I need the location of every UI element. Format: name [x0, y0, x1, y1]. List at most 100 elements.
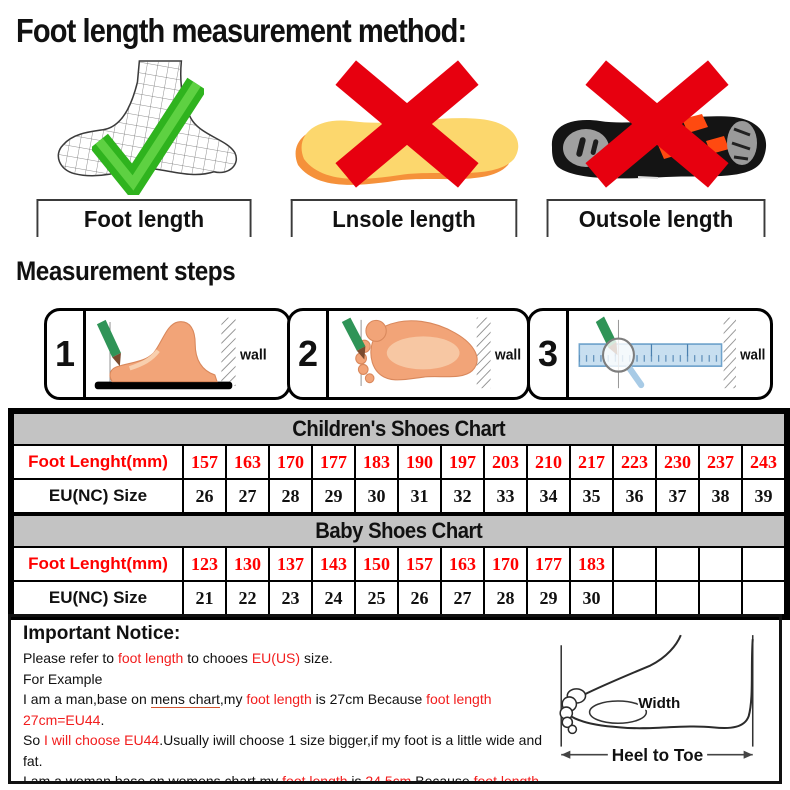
- heel-to-toe-label: Heel to Toe: [612, 745, 704, 765]
- row-header: Foot Lenght(mm): [12, 546, 184, 582]
- size-charts: Children's Shoes Chart Foot Lenght(mm) 15…: [8, 408, 790, 620]
- table-row: Foot Lenght(mm) 157 163 170 177 183 190 197 203 2…: [12, 444, 786, 480]
- size-cell: 170: [268, 444, 313, 480]
- divider: [326, 311, 329, 397]
- magnifier-icon: [601, 337, 645, 389]
- method-label: Lnsole length: [290, 199, 518, 237]
- children-shoes-chart: Children's Shoes Chart Foot Lenght(mm) 15…: [12, 412, 786, 514]
- size-cell: 230: [655, 444, 700, 480]
- notice-heading: Important Notice:: [23, 623, 181, 644]
- step3-svg: wall: [578, 316, 765, 389]
- step-number: 1: [54, 333, 76, 374]
- width-oval: [588, 700, 648, 725]
- step-number: 3: [537, 333, 559, 374]
- green-check-icon: [92, 77, 204, 195]
- notice-text-segment: For Example: [23, 670, 103, 687]
- footprint: [355, 319, 478, 384]
- size-cell: 39: [741, 478, 786, 514]
- size-cell: 237: [698, 444, 743, 480]
- wall-label: wall: [739, 346, 765, 363]
- wall-hatch: [723, 317, 736, 389]
- steps-heading: Measurement steps: [16, 256, 236, 286]
- method-panel-foot-length: Foot length: [28, 55, 260, 237]
- notice-line: So I will choose EU44.Usually iwill choo…: [23, 730, 563, 771]
- size-cell: 27: [440, 580, 485, 616]
- notice-text-segment: to chooes: [183, 650, 252, 666]
- size-cell: 203: [483, 444, 528, 480]
- wall-hatch: [476, 317, 491, 389]
- row-header: Foot Lenght(mm): [12, 444, 184, 480]
- size-cell: 183: [569, 546, 614, 582]
- foot-sketch-art: [28, 55, 260, 197]
- size-cell: 183: [354, 444, 399, 480]
- size-cell: 23: [268, 580, 313, 616]
- size-cell: 170: [483, 546, 528, 582]
- size-cell: 25: [354, 580, 399, 616]
- insole-art: [282, 55, 526, 197]
- page-title: Foot length measurement method:: [16, 12, 467, 49]
- notice-text-segment: foot length: [117, 650, 184, 666]
- notice-text-segment: .: [100, 711, 105, 728]
- size-cell: 33: [483, 478, 528, 514]
- notice-text-segment: I am a woman,base on: [23, 773, 169, 784]
- size-cell: 243: [741, 444, 786, 480]
- notice-text-segment: foot length: [282, 773, 348, 784]
- notice-text-segment: I am a man,base on: [23, 691, 151, 707]
- notice-text-segment: is: [347, 773, 366, 784]
- method-panel-insole-length: Lnsole length: [282, 55, 526, 237]
- notice-lines: Please refer to foot length to chooes EU…: [23, 648, 563, 784]
- divider: [566, 311, 569, 397]
- table-row: EU(NC) Size 26 27 28 29 30 31 32 33 34 35 36 37 38 39: [12, 478, 786, 514]
- foot-side-view: [109, 321, 218, 383]
- size-cell: 157: [397, 546, 442, 582]
- step2-illustration: wall: [329, 311, 527, 397]
- step1-svg: wall: [94, 317, 267, 390]
- method-panel-outsole-length: Outsole length: [538, 55, 774, 237]
- notice-text-segment: So: [23, 732, 45, 748]
- divider: [83, 311, 86, 397]
- size-cell: 177: [526, 546, 571, 582]
- size-cell: 190: [397, 444, 442, 480]
- notice-text-segment: foot length: [473, 773, 539, 784]
- notice-text-segment: foot length 27cm=EU44: [23, 691, 492, 728]
- notice-line: Please refer to foot length to chooes EU…: [23, 648, 563, 669]
- size-cell: [741, 580, 786, 616]
- chart-title-cell: Baby Shoes Chart: [12, 514, 786, 548]
- size-cell: 210: [526, 444, 571, 480]
- width-label: Width: [638, 695, 680, 712]
- notice-text-segment: I will choose EU44: [44, 732, 160, 748]
- size-cell: 28: [483, 580, 528, 616]
- size-cell: 163: [225, 444, 270, 480]
- notice-text-segment: mens chart: [150, 691, 220, 708]
- size-cell: 29: [526, 580, 571, 616]
- notice-text-segment: EU(US): [251, 650, 301, 666]
- size-cell: 22: [225, 580, 270, 616]
- size-cell: 24: [311, 580, 356, 616]
- step-number: 2: [297, 333, 319, 374]
- size-cell: 123: [182, 546, 227, 582]
- size-cell: 28: [268, 478, 313, 514]
- notice-text-segment: .Because: [411, 773, 474, 784]
- size-cell: 150: [354, 546, 399, 582]
- red-cross-icon: [335, 60, 479, 188]
- size-cell: [741, 546, 786, 582]
- notice-text-segment: is 27cm Because: [311, 691, 427, 707]
- notice-text-segment: .Usually iwill choose 1 size bigger,if m…: [23, 732, 543, 769]
- ruler: [578, 343, 723, 367]
- wall-label: wall: [239, 347, 267, 363]
- step2-svg: wall: [341, 317, 521, 389]
- notice-text-segment: ,my: [255, 773, 283, 784]
- important-notice: Important Notice: Please refer to foot l…: [8, 614, 782, 784]
- size-cell: 38: [698, 478, 743, 514]
- size-cell: 32: [440, 478, 485, 514]
- size-cell: 34: [526, 478, 571, 514]
- step-box-3: 3: [527, 308, 773, 400]
- size-cell: 29: [311, 478, 356, 514]
- size-cell: 163: [440, 546, 485, 582]
- size-cell: 31: [397, 478, 442, 514]
- size-cell: 177: [311, 444, 356, 480]
- size-cell: [655, 580, 700, 616]
- method-label: Outsole length: [546, 199, 766, 237]
- outsole-art: [538, 55, 774, 197]
